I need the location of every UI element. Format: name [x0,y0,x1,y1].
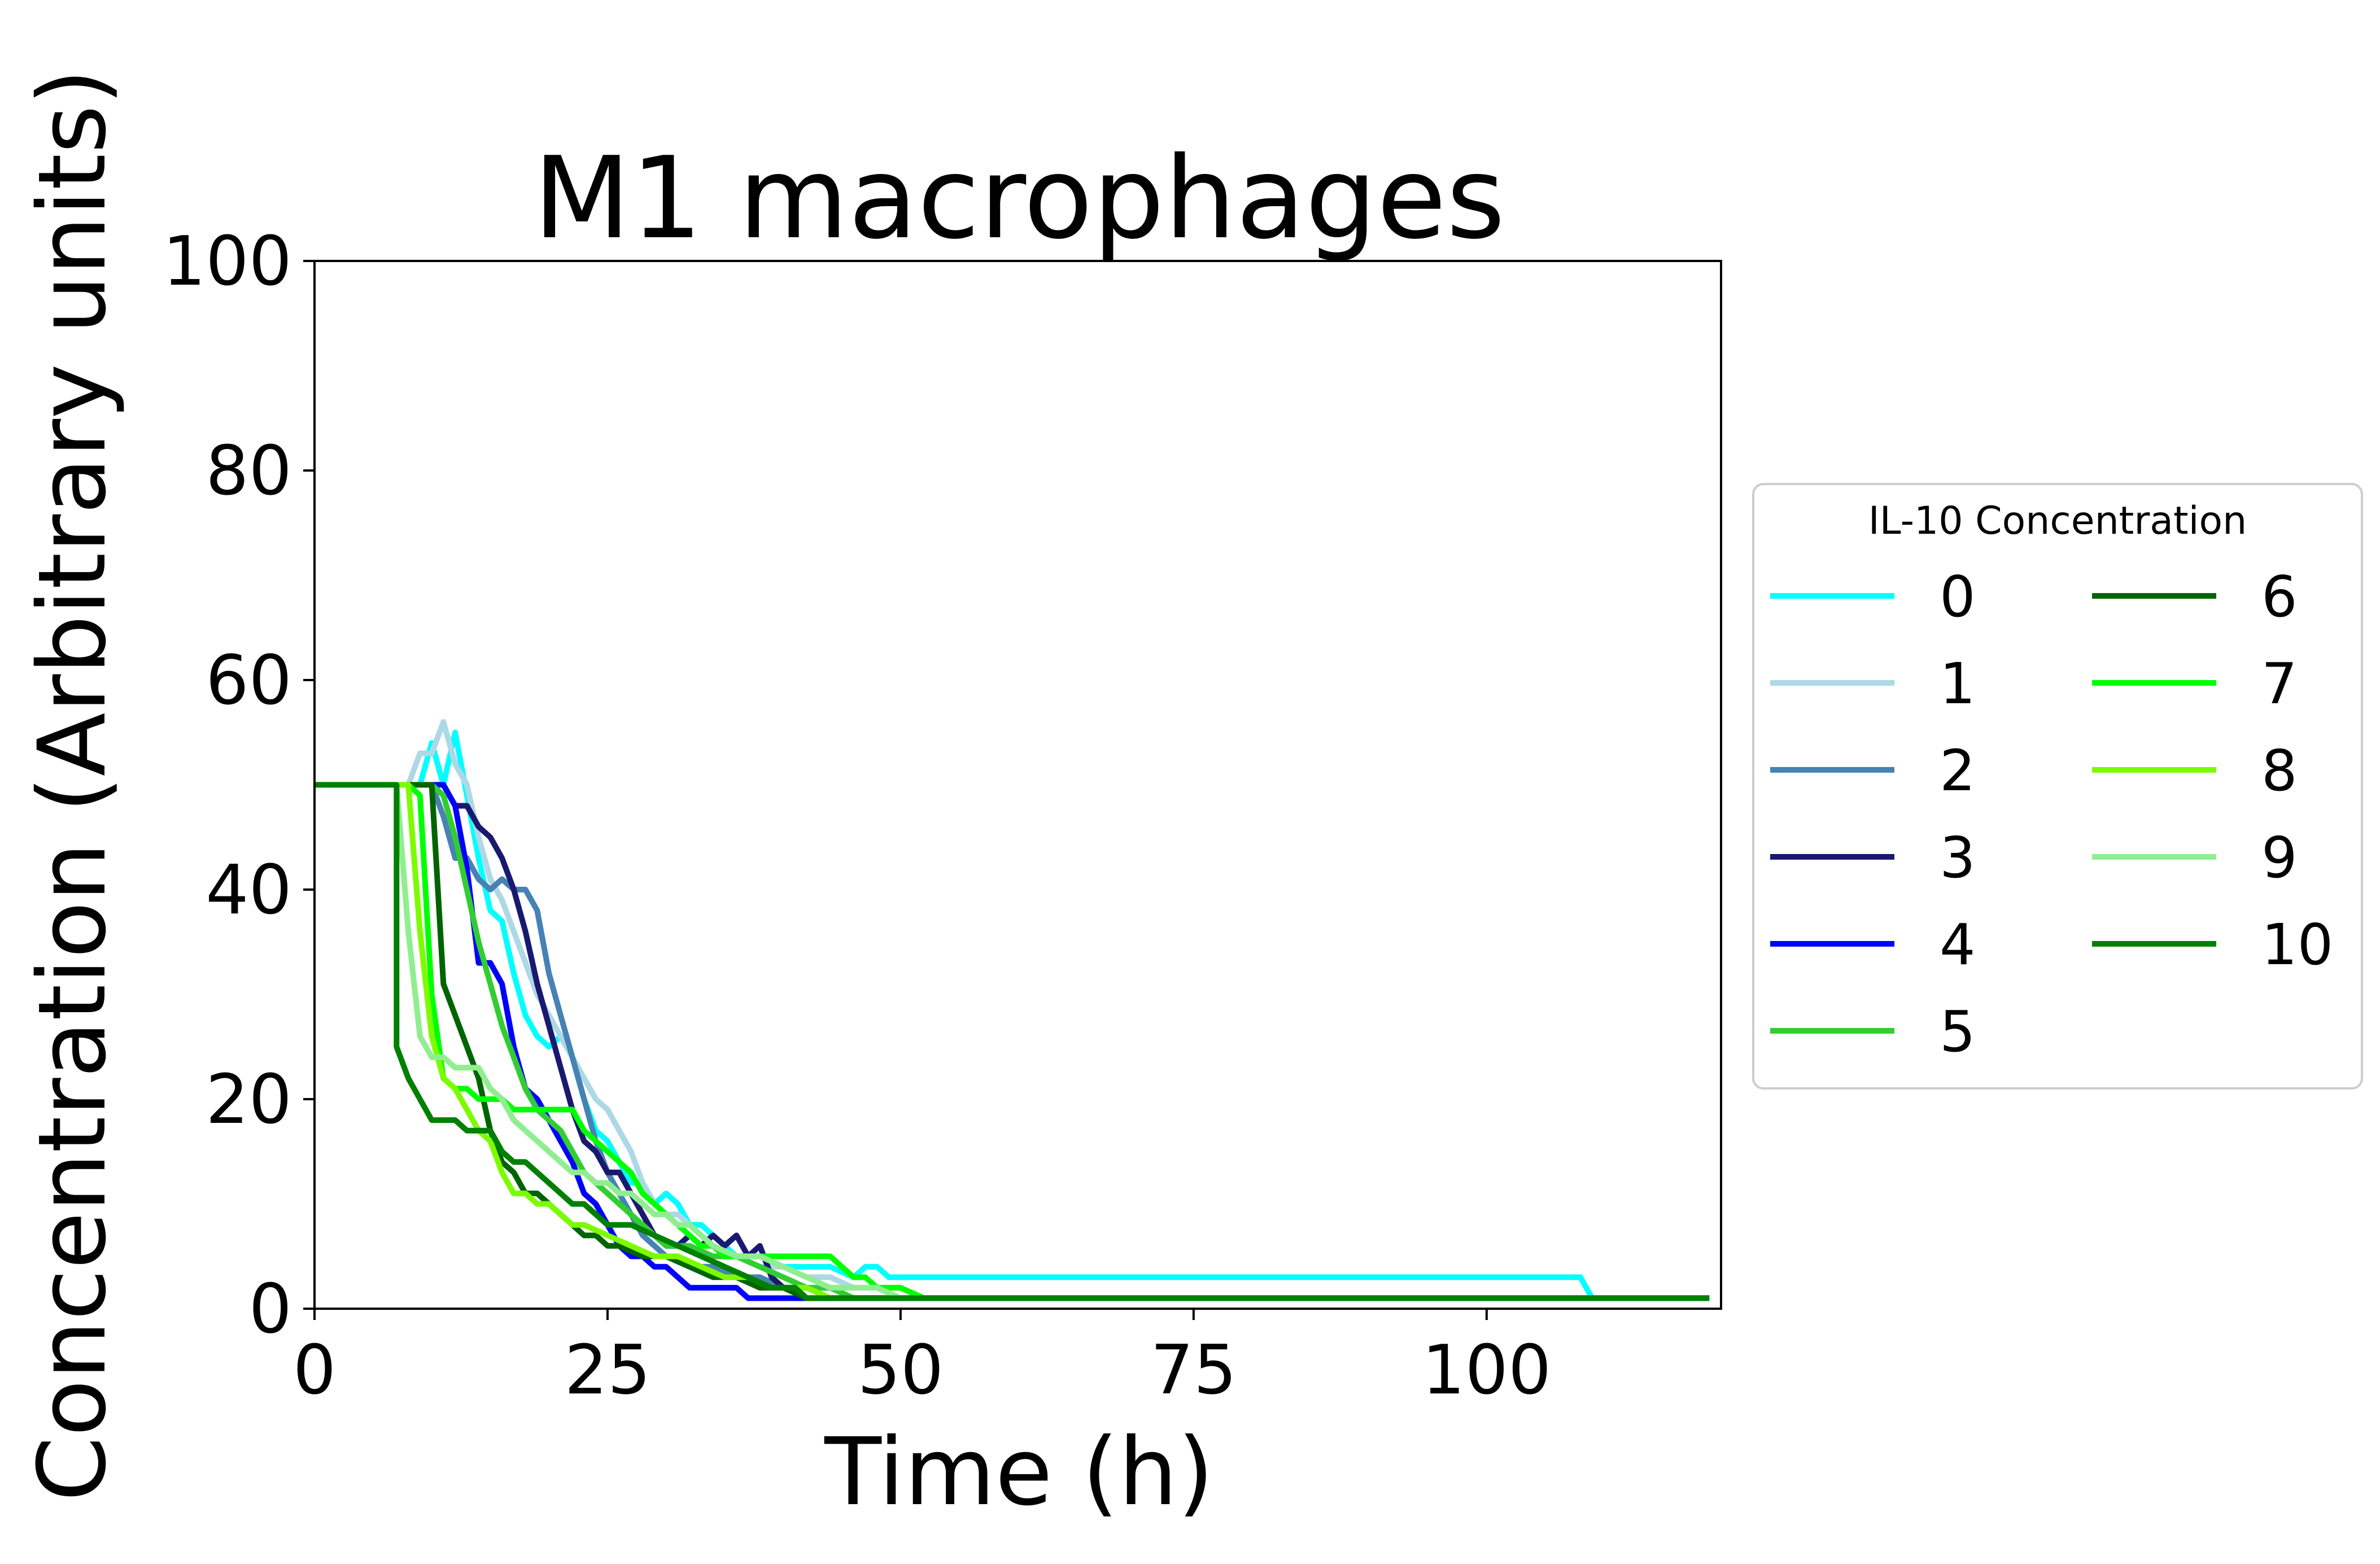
y-tick-label: 20 [206,1061,292,1139]
legend-label-10: 10 [2261,912,2333,978]
series-line-8 [315,782,1710,1301]
x-axis: 0 25 50 75 100 [293,1309,1551,1410]
y-tick-label: 100 [163,223,292,301]
series-line-3 [315,782,1710,1301]
legend-label-2: 2 [1940,738,1976,804]
y-tick-label: 40 [206,851,292,930]
y-axis-title: Concentration (Arbitrary units) [18,69,126,1502]
x-tick-label: 0 [293,1331,336,1410]
y-tick-label: 80 [206,432,292,511]
legend-items: 0 1 2 3 4 5 6 7 8 9 10 [1770,564,2333,1065]
x-tick-label: 25 [565,1331,651,1410]
legend: IL-10 Concentration 0 1 2 3 4 5 6 7 8 9 10 [1752,483,2363,1090]
legend-label-4: 4 [1940,912,1976,978]
plot-frame [313,260,1722,1310]
series-layer [315,719,1710,1301]
x-tick-label: 50 [858,1331,944,1410]
legend-label-8: 8 [2261,738,2298,804]
legend-label-7: 7 [2261,651,2298,717]
legend-frame [1752,483,2363,1090]
series-line-9 [315,782,1710,1301]
series-line-7 [315,782,1710,1301]
chart-title: M1 macrophages [533,133,1505,264]
legend-title: IL-10 Concentration [1868,499,2247,543]
series-line-4 [315,782,1710,1301]
legend-label-3: 3 [1940,825,1976,891]
x-axis-title: Time (h) [824,1418,1214,1526]
legend-label-0: 0 [1940,564,1976,630]
legend-label-9: 9 [2261,825,2298,891]
y-axis: 0 20 40 60 80 100 [163,223,315,1349]
legend-label-6: 6 [2261,564,2298,630]
legend-label-5: 5 [1940,999,1976,1065]
legend-label-1: 1 [1940,651,1976,717]
series-line-10 [315,782,1710,1301]
x-tick-label: 75 [1151,1331,1237,1410]
x-tick-label: 100 [1422,1331,1551,1410]
y-tick-label: 0 [249,1270,292,1349]
y-tick-label: 60 [206,642,292,720]
